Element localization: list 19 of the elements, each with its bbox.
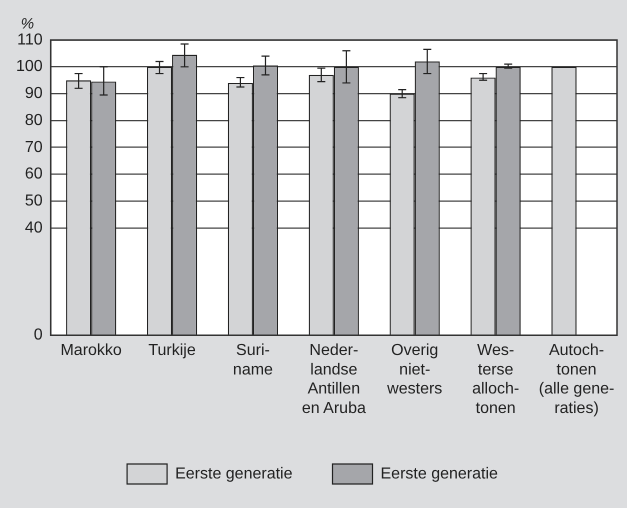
legend-label: Eerste generatie <box>175 465 293 482</box>
x-tick-label: Overig niet- westers <box>386 342 442 398</box>
x-tick-label: Turkije <box>148 342 196 360</box>
y-tick-label: 110 <box>17 31 43 48</box>
y-tick-label: 90 <box>24 85 43 102</box>
x-tick-label: Autoch- tonen (alle gene- raties) <box>538 342 614 417</box>
x-tick-label: Marokko <box>60 342 122 360</box>
y-tick-label: 70 <box>24 138 43 156</box>
y-tick-label: 80 <box>24 112 43 129</box>
x-tick-label: Suri- name <box>232 342 274 378</box>
y-tick-label: 50 <box>24 192 43 210</box>
y-tick-label: 60 <box>24 166 43 183</box>
y-axis-title: % <box>20 16 34 33</box>
x-tick-label: Wes- terse alloch- tonen <box>472 342 520 417</box>
y-tick-label: 40 <box>24 219 43 236</box>
y-tick-label: 0 <box>34 326 43 344</box>
legend-label: Eerste generatie <box>380 465 498 482</box>
y-tick-label: 100 <box>16 58 43 76</box>
x-tick-label: Neder- landse Antillen en Aruba <box>302 342 366 417</box>
